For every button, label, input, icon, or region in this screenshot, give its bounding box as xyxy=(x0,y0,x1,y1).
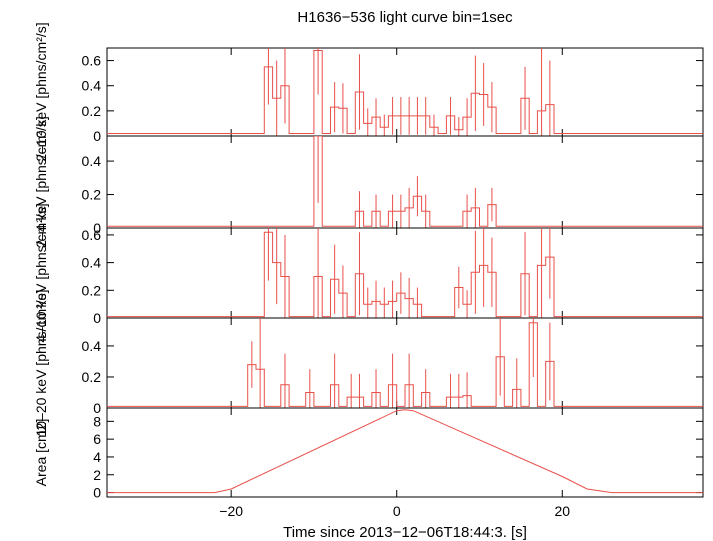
y-tick-label: 4 xyxy=(93,449,101,465)
panel-data xyxy=(107,409,703,494)
panel-frame xyxy=(106,47,704,137)
panel-data xyxy=(107,228,703,318)
panel-1: 0 0.2 0.4 0.6 2–10 keV [phns/cm²/s] xyxy=(33,22,704,162)
panel-3: 0 0.2 0.4 0.6 4–10 keV [phns/cm²/s] xyxy=(33,203,704,343)
y-tick-label: 6 xyxy=(93,431,101,447)
y-axis-label: 10–20 keV [phns/cm²/s] xyxy=(33,289,49,436)
y-tick-label: 0.6 xyxy=(82,53,102,69)
y-tick-label: 0.2 xyxy=(82,103,102,119)
y-tick-label: 8 xyxy=(93,413,101,429)
y-axis-label: 2–10 keV [phns/cm²/s] xyxy=(33,22,49,161)
panel-data xyxy=(107,136,703,228)
series-line xyxy=(107,322,703,407)
y-tick-label: 0.4 xyxy=(82,255,102,271)
panel-frame xyxy=(106,227,704,319)
y-tick-label: 0.4 xyxy=(82,78,102,94)
series-line xyxy=(107,409,703,494)
panels: 0 0.2 0.4 0.6 2–10 keV [phns/cm²/s] 0 0.2 0.4 2–… xyxy=(33,22,704,501)
series-line xyxy=(107,136,703,227)
series-line xyxy=(107,231,703,318)
panel-frame xyxy=(106,135,704,229)
y-tick-label: 0.4 xyxy=(82,338,102,354)
y-tick-label: 0 xyxy=(93,128,101,144)
y-tick-label: 0 xyxy=(93,485,101,501)
panel-frame xyxy=(106,407,704,498)
y-tick-label: 2 xyxy=(93,467,101,483)
y-tick-label: 0.4 xyxy=(82,153,102,169)
y-tick-label: 0 xyxy=(93,220,101,236)
y-tick-label: 0 xyxy=(93,400,101,416)
x-tick-label: −20 xyxy=(219,503,243,519)
y-axis-label: 4–10 keV [phns/cm²/s] xyxy=(33,203,49,342)
x-axis-label: Time since 2013−12−06T18:44:3. [s] xyxy=(283,524,527,541)
panel-2: 0 0.2 0.4 2–4 keV [phns/cm²/s] xyxy=(33,116,704,248)
y-tick-label: 0.2 xyxy=(82,282,102,298)
y-axis-label: 2–4 keV [phns/cm²/s] xyxy=(33,116,49,248)
series-line xyxy=(107,50,703,134)
y-tick-label: 0.2 xyxy=(82,187,102,203)
y-tick-label: 0.2 xyxy=(82,369,102,385)
y-tick-label: 0 xyxy=(93,310,101,326)
panel-data xyxy=(107,48,703,136)
y-axis-label: Area [cm2] xyxy=(33,419,49,487)
panel-5: 0 2 4 6 8 Area [cm2] xyxy=(33,407,704,501)
chart-title: H1636−536 light curve bin=1sec xyxy=(297,9,513,26)
y-tick-label: 0.6 xyxy=(82,227,102,243)
x-tick-label: 20 xyxy=(554,503,570,519)
x-tick-label: 0 xyxy=(393,503,401,519)
x-axis: −20 0 20 xyxy=(219,503,570,519)
